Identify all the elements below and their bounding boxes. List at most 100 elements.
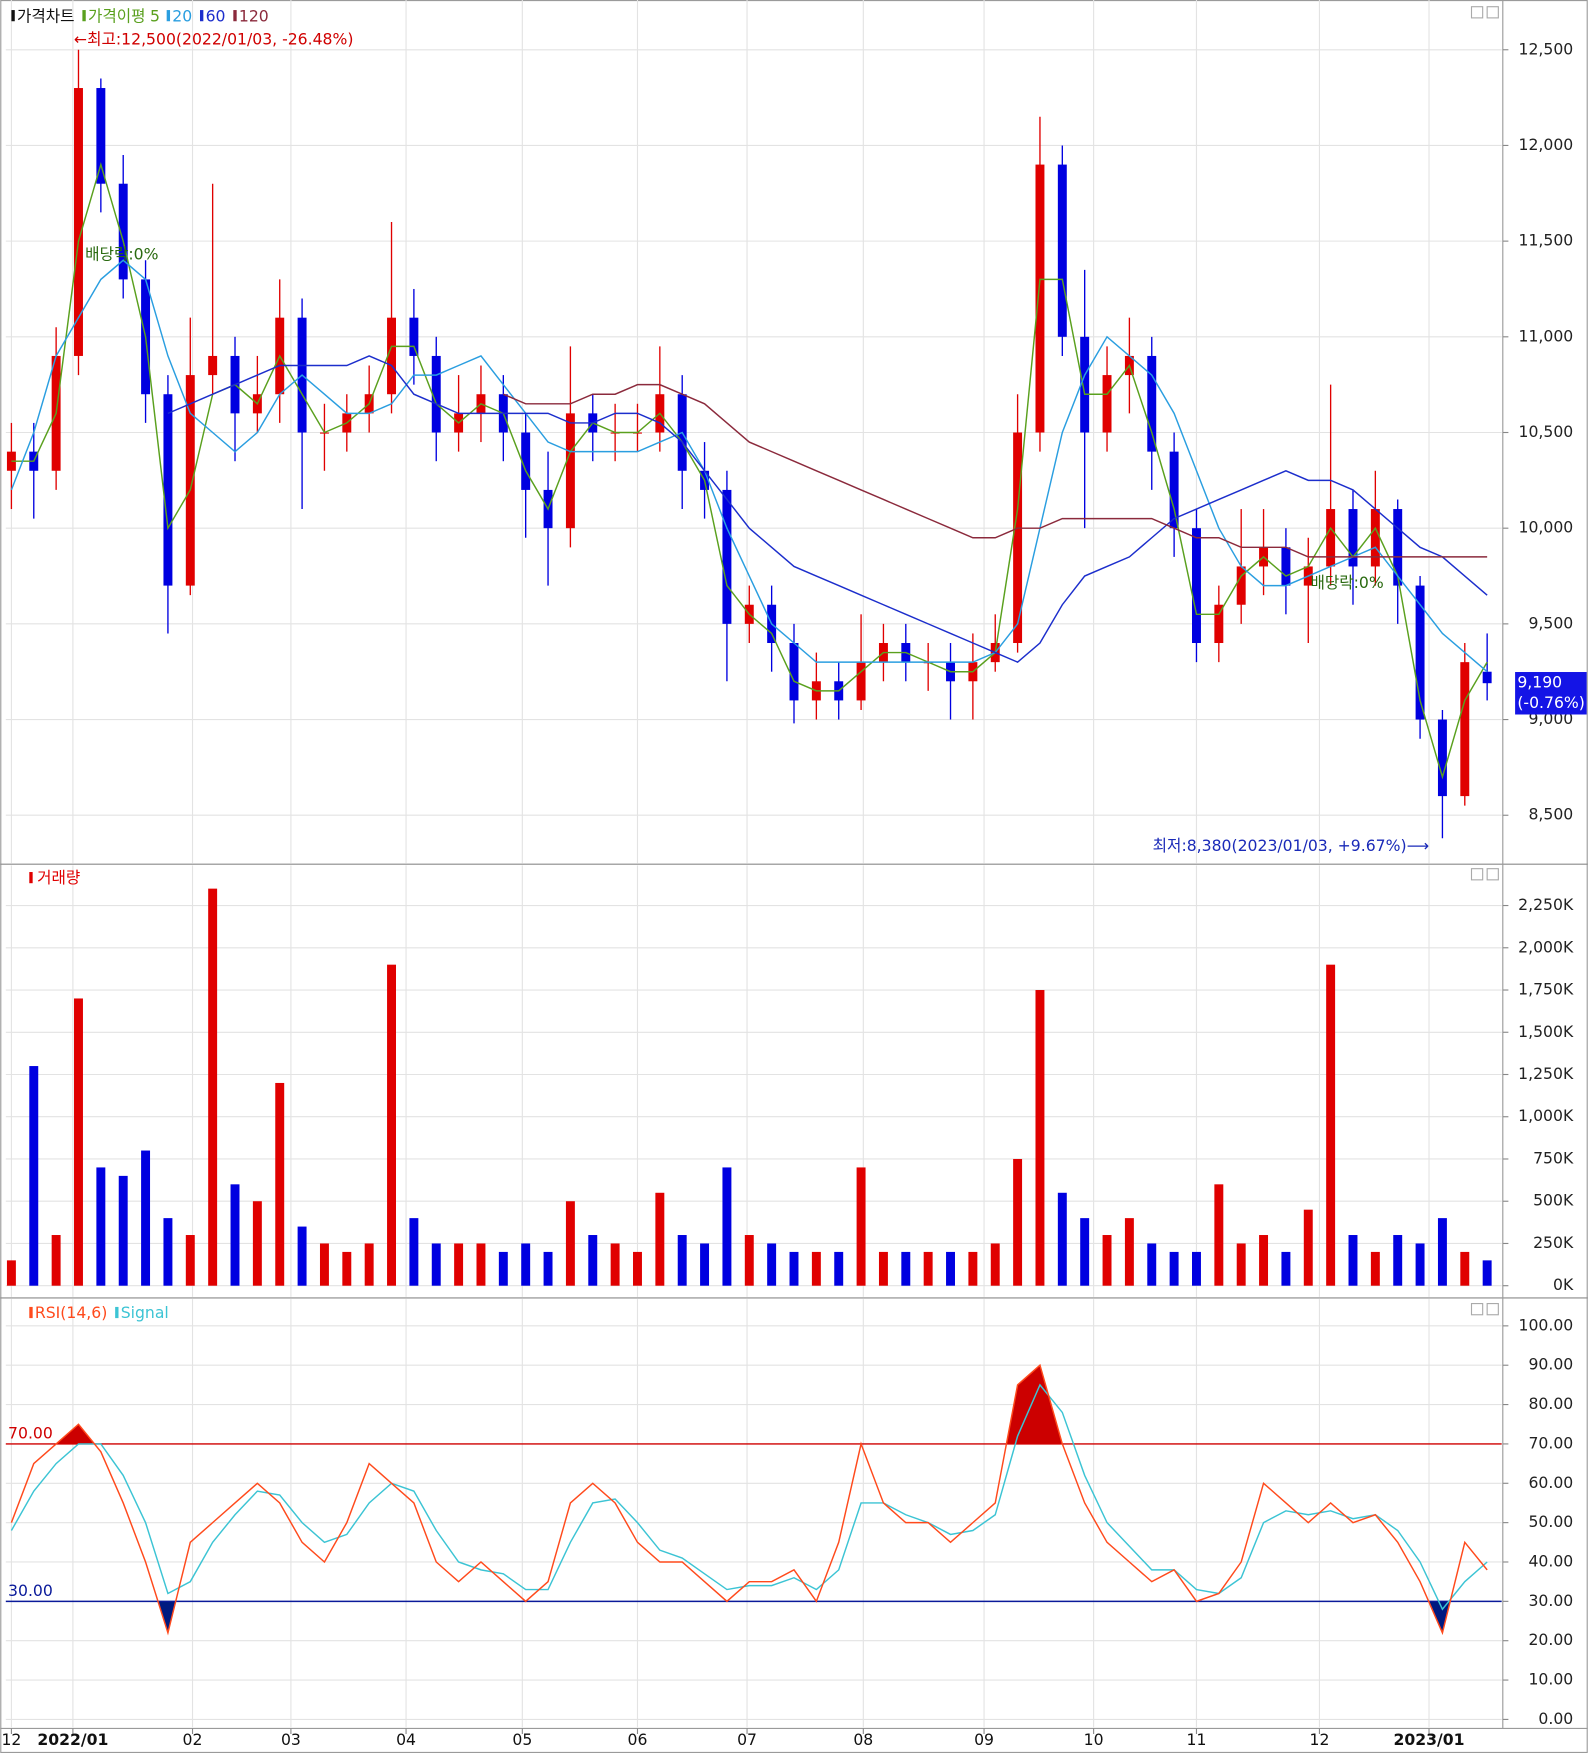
close-button[interactable] bbox=[1486, 1303, 1499, 1316]
candle-body bbox=[1013, 432, 1023, 644]
annotation: 배당락:0% bbox=[1311, 573, 1384, 592]
legend-swatch bbox=[11, 10, 15, 22]
volume-bar bbox=[968, 1251, 978, 1286]
y-tick-label: 80.00 bbox=[1528, 1394, 1573, 1413]
minimize-button[interactable] bbox=[1470, 868, 1484, 881]
volume-bar bbox=[364, 1243, 374, 1286]
legend-swatch bbox=[115, 1306, 119, 1319]
annotation: ←최고:12,500(2022/01/03, -26.48%) bbox=[74, 30, 353, 49]
volume-bar bbox=[744, 1235, 754, 1286]
volume-bar bbox=[1169, 1251, 1179, 1286]
candle-body bbox=[521, 432, 531, 490]
volume-bar bbox=[1214, 1184, 1224, 1286]
volume-bar bbox=[1259, 1235, 1269, 1286]
moving-average-line bbox=[10, 259, 1488, 673]
volume-bar bbox=[856, 1167, 866, 1286]
indicator-line bbox=[10, 1363, 1488, 1636]
volume-bar bbox=[1326, 964, 1336, 1286]
volume-bar bbox=[610, 1243, 620, 1286]
volume-bar bbox=[901, 1251, 911, 1286]
volume-bar bbox=[834, 1251, 844, 1286]
candle-body bbox=[1080, 336, 1090, 433]
close-button[interactable] bbox=[1486, 6, 1499, 19]
volume-bar bbox=[319, 1243, 329, 1286]
y-tick-label: 1,500K bbox=[1518, 1022, 1574, 1041]
candle-body bbox=[1460, 662, 1470, 797]
candle-body bbox=[96, 88, 106, 184]
volume-bar bbox=[923, 1251, 933, 1286]
candle-body bbox=[1281, 547, 1291, 586]
x-tick-label: 03 bbox=[281, 1730, 301, 1749]
volume-bar bbox=[1080, 1218, 1090, 1286]
y-tick-label: 12,500 bbox=[1519, 39, 1574, 58]
volume-bar bbox=[767, 1243, 777, 1286]
volume-bar bbox=[342, 1251, 352, 1286]
panel-title: 거래량 bbox=[37, 868, 80, 887]
candle-body bbox=[1057, 164, 1067, 337]
moving-average-line bbox=[167, 355, 1488, 663]
volume-bar bbox=[1281, 1251, 1291, 1286]
candle-body bbox=[1482, 671, 1492, 684]
y-tick-label: 2,250K bbox=[1518, 895, 1574, 914]
y-tick-label: 1,000K bbox=[1518, 1106, 1574, 1125]
x-tick-label: 06 bbox=[628, 1730, 648, 1749]
legend-entry: 120 bbox=[239, 6, 269, 25]
last-change: (-0.76%) bbox=[1517, 693, 1585, 712]
volume-bar bbox=[1192, 1251, 1201, 1286]
y-tick-label: 10,000 bbox=[1519, 518, 1574, 537]
volume-bar bbox=[118, 1175, 128, 1286]
moving-average-line bbox=[503, 383, 1488, 558]
candle-body bbox=[208, 355, 218, 376]
volume-bar bbox=[6, 1260, 16, 1286]
volume-bar bbox=[565, 1201, 575, 1286]
y-tick-label: 10,500 bbox=[1519, 422, 1574, 441]
legend-title: 가격차트 bbox=[17, 6, 75, 25]
last-price: 9,190 bbox=[1517, 673, 1562, 692]
close-button[interactable] bbox=[1486, 868, 1499, 881]
volume-bar bbox=[789, 1251, 799, 1286]
level-label: 30.00 bbox=[8, 1581, 53, 1600]
y-tick-label: 250K bbox=[1533, 1233, 1574, 1252]
candle-body bbox=[1393, 509, 1403, 586]
y-tick-label: 1,750K bbox=[1518, 980, 1574, 999]
y-tick-label: 50.00 bbox=[1528, 1512, 1573, 1531]
y-tick-label: 11,500 bbox=[1519, 231, 1574, 250]
candle-body bbox=[431, 355, 441, 433]
indicator-line bbox=[10, 1383, 1488, 1611]
y-tick-label: 8,500 bbox=[1528, 805, 1573, 824]
volume-bar bbox=[498, 1251, 508, 1286]
minimize-button[interactable] bbox=[1470, 1303, 1484, 1316]
y-tick-label: 500K bbox=[1533, 1191, 1574, 1210]
x-tick-label: 12 bbox=[1, 1730, 21, 1749]
volume-bar bbox=[163, 1218, 173, 1286]
candle-body bbox=[856, 662, 866, 701]
y-tick-label: 70.00 bbox=[1528, 1433, 1573, 1452]
minimize-button[interactable] bbox=[1470, 6, 1484, 19]
y-tick-label: 12,000 bbox=[1519, 135, 1574, 154]
x-tick-label: 09 bbox=[974, 1730, 994, 1749]
volume-bar bbox=[878, 1251, 888, 1286]
legend-entry: 60 bbox=[206, 6, 226, 25]
candle-body bbox=[1326, 509, 1336, 567]
x-tick-label: 05 bbox=[512, 1730, 532, 1749]
y-tick-label: 10.00 bbox=[1528, 1670, 1573, 1689]
volume-bar bbox=[185, 1235, 195, 1286]
volume-bar bbox=[1348, 1235, 1358, 1286]
candle-body bbox=[1236, 566, 1246, 605]
y-tick-label: 11,000 bbox=[1519, 326, 1574, 345]
y-tick-label: 40.00 bbox=[1528, 1551, 1573, 1570]
volume-bar bbox=[1415, 1243, 1425, 1286]
volume-bar bbox=[51, 1235, 61, 1286]
mark-layer bbox=[5, 49, 1502, 1636]
volume-bar bbox=[230, 1184, 240, 1286]
volume-bar bbox=[990, 1243, 1000, 1286]
legend-swatch bbox=[29, 1306, 33, 1319]
x-tick-label: 11 bbox=[1187, 1730, 1207, 1749]
y-tick-label: 1,250K bbox=[1518, 1064, 1574, 1083]
candle-body bbox=[74, 88, 83, 356]
y-tick-label: 2,000K bbox=[1518, 937, 1574, 956]
volume-bar bbox=[1147, 1243, 1157, 1286]
